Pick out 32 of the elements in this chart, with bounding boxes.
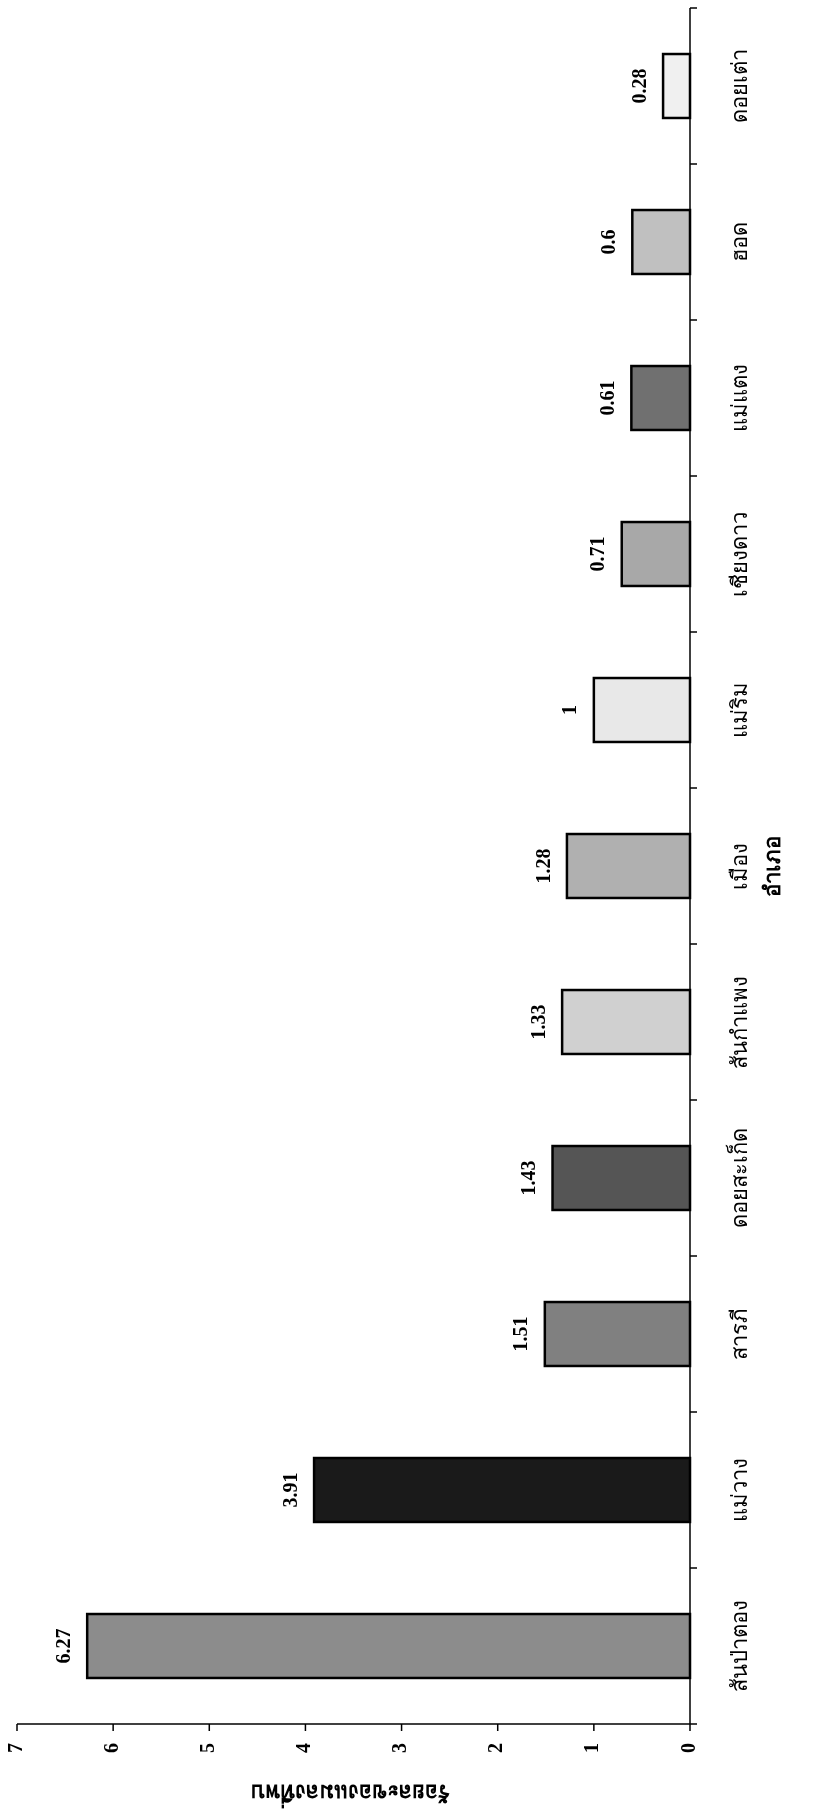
data-label: 3.91 [278, 1472, 301, 1508]
x-tick-label: 1 [580, 1743, 603, 1753]
x-axis-title: ร้อยละของแมลงที่พบ [250, 1779, 450, 1809]
x-tick-label: 7 [3, 1743, 26, 1753]
data-label: 1.28 [531, 848, 554, 884]
data-label: 1.51 [509, 1316, 532, 1352]
data-label: 1.43 [517, 1160, 540, 1196]
y-tick-label: เชียงดาว [727, 511, 753, 597]
data-label: 1.33 [526, 1004, 549, 1040]
y-tick-label: ดอยเต่า [727, 49, 753, 123]
x-tick-label: 2 [484, 1743, 507, 1753]
data-label: 6.27 [51, 1628, 74, 1664]
y-tick-label: ดอยสะเก็ด [725, 1128, 753, 1228]
y-tick-label: แม่แตง [727, 364, 753, 432]
x-tick-label: 0 [676, 1743, 699, 1753]
data-label: 0.71 [586, 536, 609, 572]
y-tick-label: สารภี [727, 1308, 753, 1360]
y-tick-label: สันป่าตอง [727, 1600, 753, 1692]
y-axis-title: อำเภอ [760, 835, 786, 897]
y-tick-label: แม่วาง [727, 1458, 753, 1522]
y-tick-label: เมือง [727, 842, 753, 890]
y-tick-label: สันกำแพง [727, 975, 753, 1069]
x-tick-label: 3 [388, 1743, 411, 1753]
data-label: 0.6 [596, 229, 619, 255]
data-label: 0.61 [595, 380, 618, 416]
data-label: 0.28 [627, 68, 650, 104]
x-tick-label: 4 [292, 1743, 315, 1753]
y-tick-label: แม่ริม [727, 682, 753, 738]
x-tick-label: 6 [99, 1743, 122, 1753]
y-tick-label: ฮอด [727, 222, 753, 262]
data-label: 1 [558, 705, 581, 715]
x-tick-label: 5 [195, 1743, 218, 1753]
